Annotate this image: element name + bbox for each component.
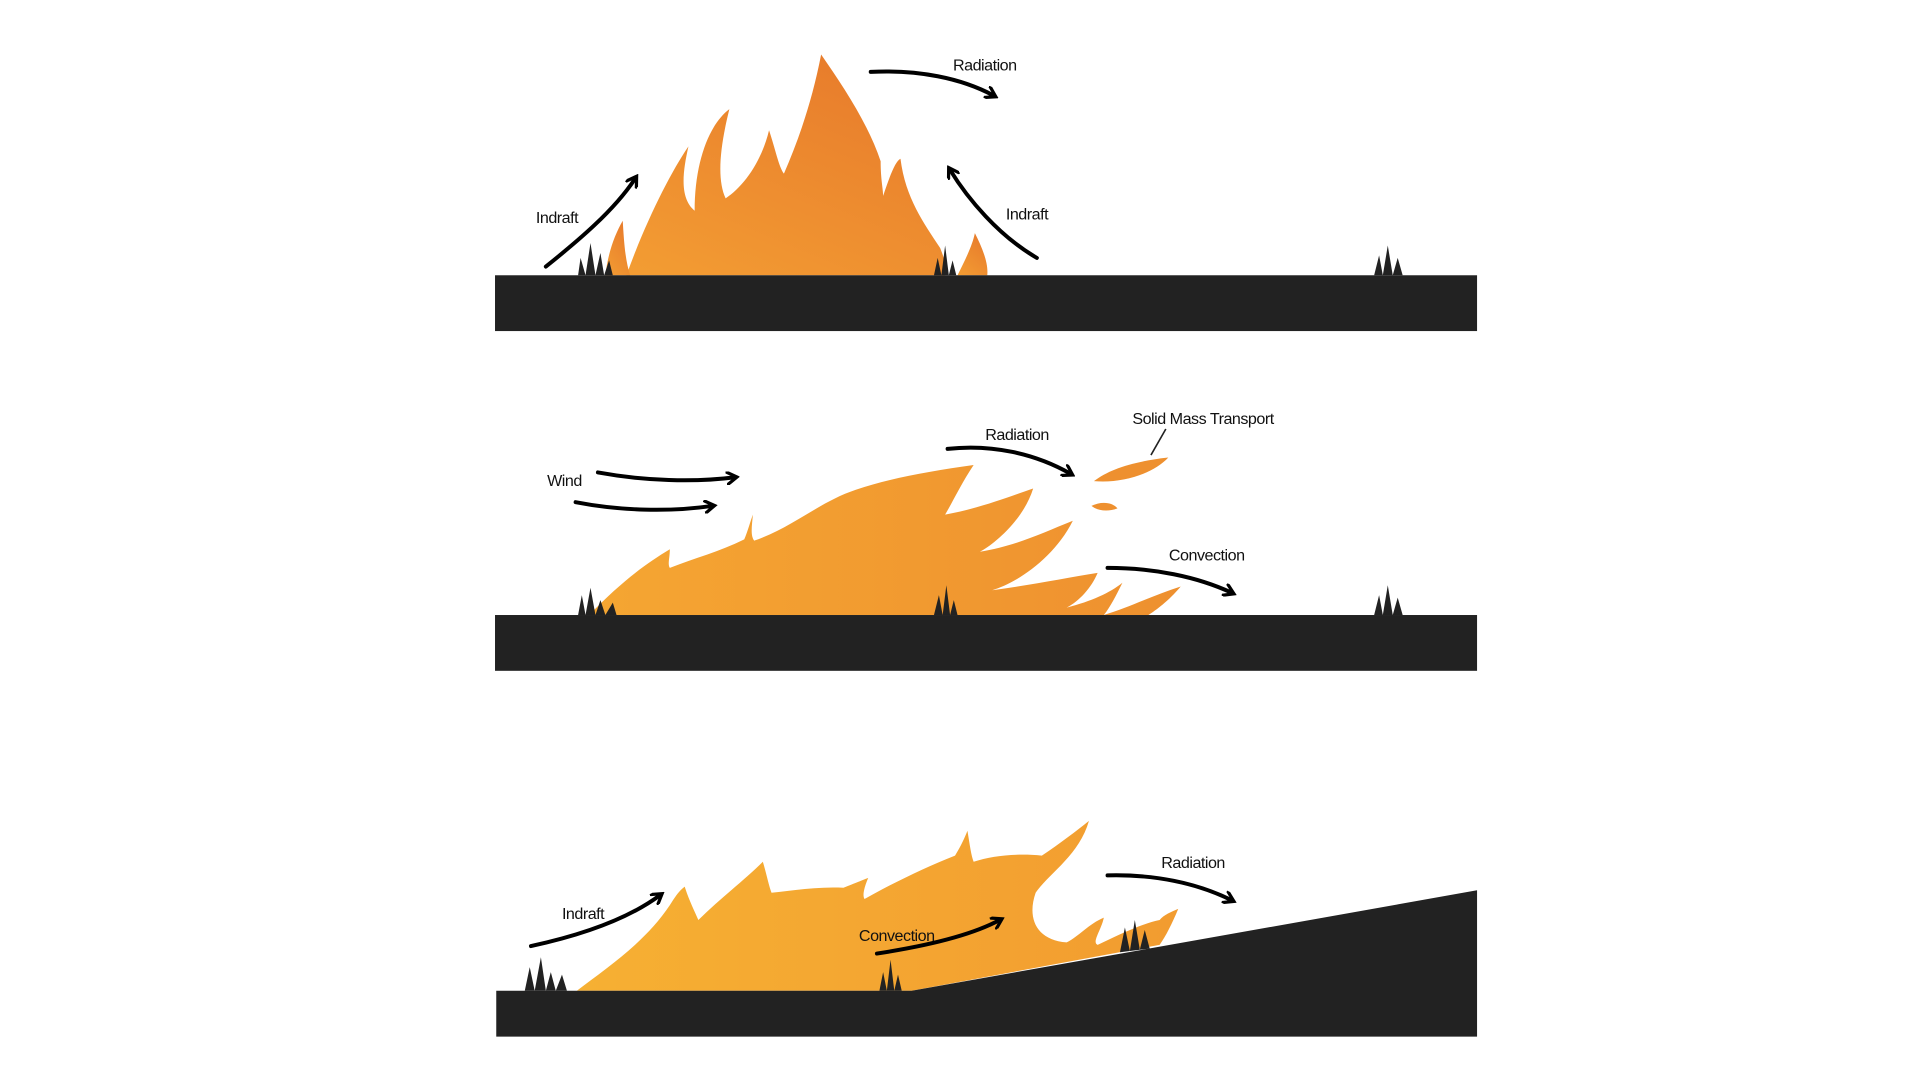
grass [1374, 245, 1403, 276]
label: Indraft [1006, 205, 1049, 223]
ground [496, 890, 1478, 1037]
label: Indraft [562, 905, 605, 923]
arrow [945, 445, 1071, 474]
arrow [868, 69, 994, 96]
flame [589, 464, 1181, 616]
grass [1374, 585, 1403, 616]
ground [495, 615, 1478, 671]
grass [1119, 920, 1150, 953]
grass [933, 585, 958, 616]
grass [879, 959, 902, 991]
arrow [874, 920, 1000, 956]
flame [626, 54, 947, 276]
grass [578, 587, 617, 616]
label: Convection [1169, 546, 1245, 564]
ground [495, 275, 1478, 332]
flame [957, 233, 988, 276]
label: Radiation [985, 426, 1049, 444]
label: Convection [859, 927, 935, 945]
ember [1091, 502, 1118, 511]
label: Indraft [536, 209, 579, 227]
panel-flat: Radiation Indraft Indraft [495, 54, 1478, 332]
panel-slope: Indraft Radiation Convection [496, 820, 1478, 1037]
arrow [528, 895, 660, 949]
arrow [1105, 565, 1232, 593]
label: Radiation [953, 57, 1017, 75]
flame [576, 820, 1179, 991]
label: Wind [547, 472, 582, 490]
arrow [950, 170, 1039, 260]
panel-wind: Wind Radiation Solid Mass Transport Conv… [495, 410, 1478, 671]
grass [933, 245, 957, 276]
arrow [543, 179, 635, 269]
leader-line [1150, 428, 1167, 456]
grass [578, 243, 613, 276]
ember [1093, 457, 1169, 482]
arrow [573, 502, 712, 510]
flame [605, 220, 631, 276]
label: Solid Mass Transport [1132, 410, 1274, 428]
arrow [1105, 873, 1232, 900]
label: Radiation [1161, 854, 1225, 872]
grass [524, 957, 567, 991]
arrow [595, 472, 734, 480]
